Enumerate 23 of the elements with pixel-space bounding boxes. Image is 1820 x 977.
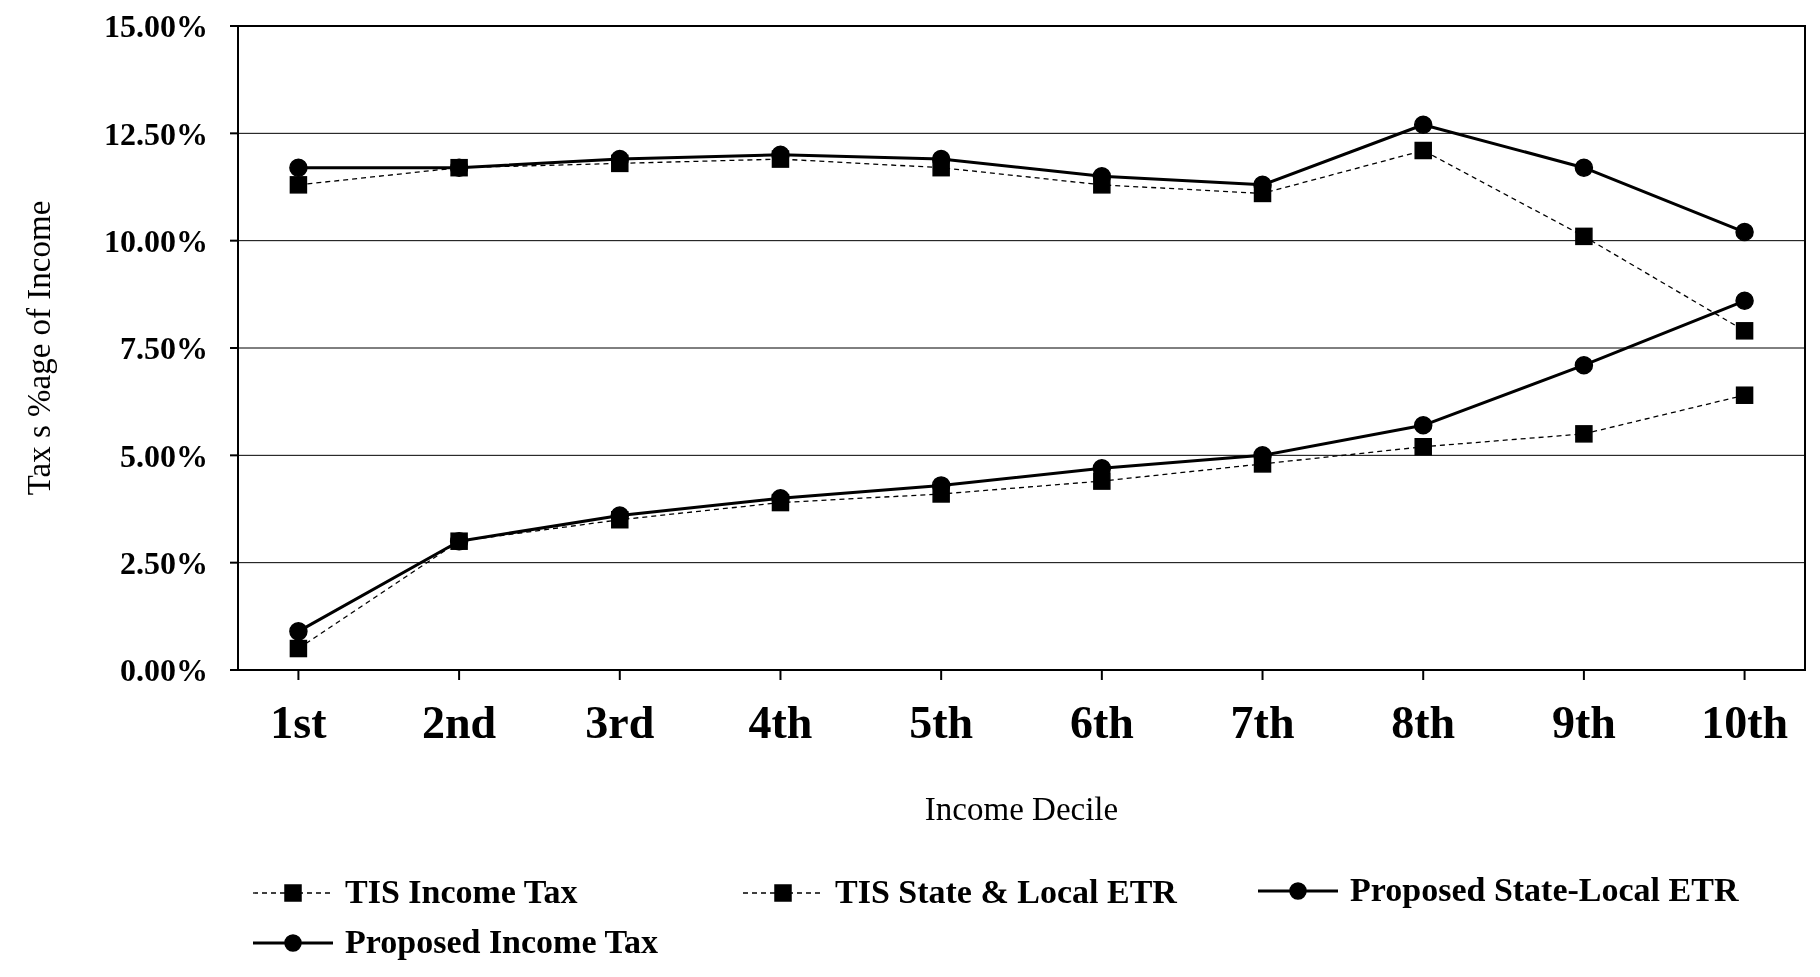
y-tick-label: 5.00% bbox=[120, 437, 208, 474]
x-tick-label: 10th bbox=[1701, 697, 1789, 748]
legend-label: Proposed Income Tax bbox=[345, 923, 658, 960]
y-tick-label: 7.50% bbox=[120, 330, 208, 367]
legend-label: Proposed State-Local ETR bbox=[1350, 871, 1739, 908]
legend-label: TIS State & Local ETR bbox=[835, 873, 1178, 910]
x-tick-label: 3rd bbox=[585, 697, 655, 748]
x-tick-label: 6th bbox=[1069, 697, 1134, 748]
y-tick-label: 0.00% bbox=[120, 652, 208, 689]
y-tick-label: 12.50% bbox=[104, 115, 208, 152]
x-tick-label: 8th bbox=[1391, 697, 1456, 748]
legend-label: TIS Income Tax bbox=[345, 873, 578, 910]
x-tick-label: 5th bbox=[909, 697, 974, 748]
x-tick-label: 4th bbox=[748, 697, 813, 748]
x-tick-label: 9th bbox=[1551, 697, 1616, 748]
y-axis-title: Tax s %age of Income bbox=[21, 200, 57, 496]
x-tick-label: 1st bbox=[270, 697, 328, 748]
x-tick-label: 7th bbox=[1230, 697, 1295, 748]
y-tick-label: 15.00% bbox=[104, 8, 208, 45]
y-tick-label: 10.00% bbox=[104, 222, 208, 259]
y-tick-label: 2.50% bbox=[120, 544, 208, 581]
x-axis-title: Income Decile bbox=[924, 791, 1119, 827]
x-tick-label: 2nd bbox=[422, 697, 497, 748]
